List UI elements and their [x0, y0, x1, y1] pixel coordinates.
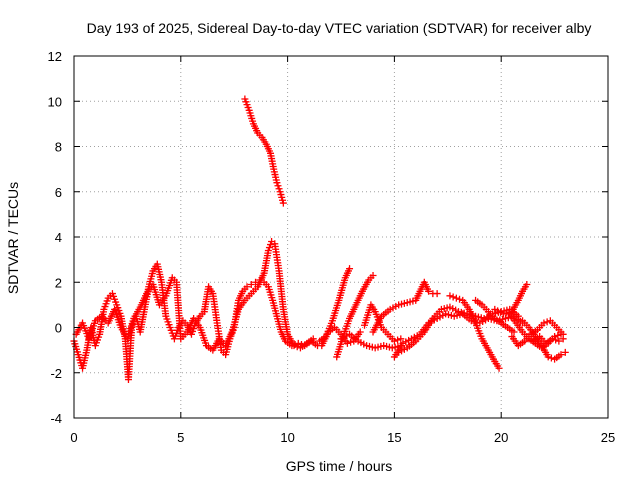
data-point	[514, 312, 522, 320]
data-point	[356, 328, 364, 336]
data-point	[540, 319, 548, 327]
data-point	[279, 199, 287, 207]
series-arc-18	[529, 333, 567, 347]
y-tick-label: 0	[55, 321, 62, 336]
series-arc-4	[316, 265, 354, 345]
axis-ticks: 0 5 10 15 20 25 -4 -2 0 2 4 6 8 10 12	[48, 49, 616, 445]
data-point	[543, 318, 551, 326]
x-tick-label: 20	[494, 430, 508, 445]
data-point	[433, 290, 441, 298]
data-point	[510, 328, 518, 336]
data-point	[557, 351, 565, 359]
y-tick-label: 2	[55, 275, 62, 290]
x-tick-label: 25	[601, 430, 615, 445]
data-point	[561, 348, 569, 356]
data-point	[452, 294, 460, 302]
data-point	[495, 364, 503, 372]
data-point	[559, 335, 567, 343]
data-marks	[70, 95, 569, 384]
series-arc-13	[472, 296, 518, 336]
y-tick-label: 12	[48, 49, 62, 64]
data-point	[449, 293, 457, 301]
series-arc-17	[519, 317, 569, 363]
data-point	[347, 338, 355, 346]
y-tick-label: 4	[55, 230, 62, 245]
series-arc-3	[241, 95, 287, 207]
series-arc-8	[360, 301, 405, 345]
data-point	[548, 335, 556, 343]
data-point	[343, 339, 351, 347]
data-point	[273, 179, 281, 187]
data-point	[369, 271, 377, 279]
data-point	[555, 337, 563, 345]
chart-title: Day 193 of 2025, Sidereal Day-to-day VTE…	[87, 20, 592, 36]
data-point	[274, 182, 282, 190]
series-arc-2	[72, 238, 317, 354]
grid-lines	[74, 56, 608, 418]
y-tick-label: 8	[55, 140, 62, 155]
y-tick-label: 10	[48, 94, 62, 109]
data-point	[394, 336, 402, 344]
data-point	[446, 292, 454, 300]
data-point	[265, 244, 273, 252]
data-point	[247, 281, 255, 289]
data-point	[554, 331, 562, 339]
series-arc-11	[395, 303, 522, 356]
series-arc-14	[491, 281, 531, 318]
y-tick-label: 6	[55, 185, 62, 200]
data-point	[397, 335, 405, 343]
data-point	[390, 337, 398, 345]
data-point	[552, 336, 560, 344]
data-point	[544, 353, 552, 361]
data-point	[456, 295, 464, 303]
data-point	[425, 287, 433, 295]
data-point	[264, 247, 272, 255]
data-point	[243, 283, 251, 291]
y-tick-label: -4	[50, 411, 62, 426]
series-arc-10	[390, 310, 527, 361]
data-point	[523, 281, 531, 289]
x-axis-label: GPS time / hours	[286, 458, 393, 474]
series-arc-9	[369, 278, 441, 336]
data-point	[290, 342, 298, 350]
x-tick-label: 10	[280, 430, 294, 445]
x-tick-label: 5	[177, 430, 184, 445]
data-point	[346, 265, 354, 273]
data-point	[309, 335, 317, 343]
y-tick-label: -2	[50, 366, 62, 381]
y-axis-label: SDTVAR / TECUs	[5, 182, 21, 294]
series-arc-12	[446, 292, 503, 372]
x-tick-label: 0	[70, 430, 77, 445]
data-point	[275, 185, 283, 193]
x-tick-label: 15	[387, 430, 401, 445]
series-arc-7	[337, 330, 405, 352]
data-point	[267, 241, 275, 249]
